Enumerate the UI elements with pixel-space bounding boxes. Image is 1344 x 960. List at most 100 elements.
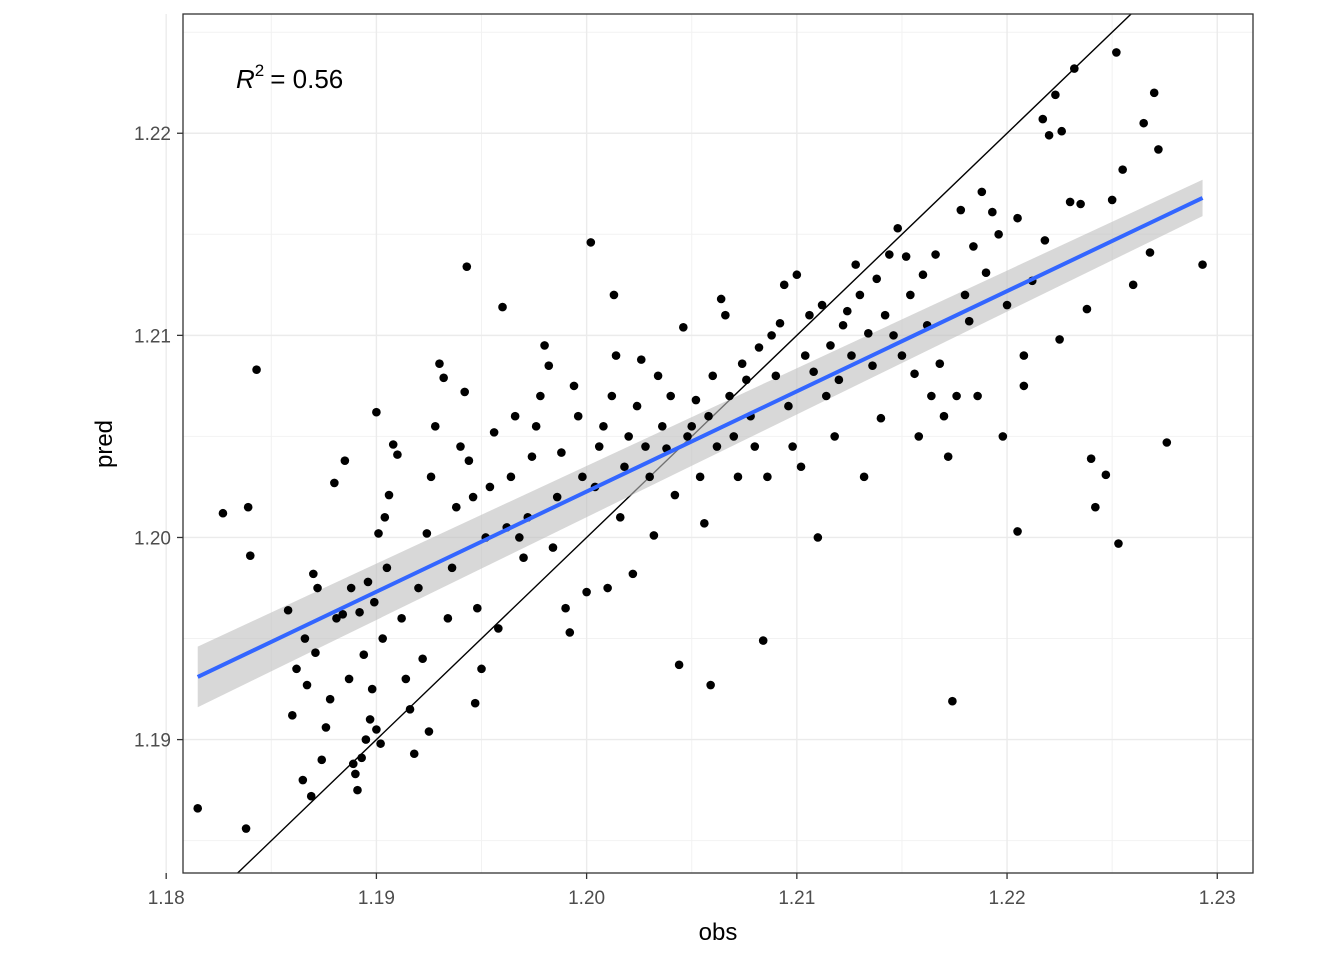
data-point [784, 401, 793, 411]
data-point [365, 715, 375, 724]
data-point [750, 442, 760, 451]
data-point [1076, 199, 1085, 209]
data-point [1118, 165, 1127, 174]
data-point [288, 711, 297, 720]
data-point [754, 343, 764, 352]
data-point [594, 442, 604, 451]
data-point [317, 755, 327, 765]
data-point [470, 698, 480, 708]
data-point [494, 624, 503, 633]
data-point [998, 432, 1008, 441]
data-point [515, 533, 524, 542]
data-point [607, 391, 617, 401]
r-symbol: R [236, 64, 255, 94]
data-point [1101, 470, 1111, 480]
data-point [506, 472, 516, 482]
data-point [332, 614, 341, 623]
data-point [300, 634, 310, 643]
data-point [859, 472, 869, 482]
data-point [519, 553, 528, 562]
r-value: = 0.56 [270, 64, 343, 94]
data-point [611, 351, 621, 360]
data-point [893, 223, 903, 233]
data-point [485, 482, 495, 492]
data-point [462, 262, 472, 271]
data-point [306, 791, 316, 801]
data-point [418, 654, 427, 664]
data-point [670, 490, 680, 500]
data-point [292, 664, 301, 674]
regression-line-path [196, 196, 1204, 679]
y-axis-title: pred [91, 420, 118, 468]
data-point [573, 411, 583, 421]
data-point [897, 351, 907, 360]
data-point [1086, 454, 1096, 463]
data-point [430, 422, 440, 431]
data-point [468, 492, 478, 502]
data-point [813, 533, 823, 542]
confidence-band [197, 179, 1203, 708]
data-point [821, 391, 831, 401]
data-point [969, 242, 978, 251]
data-point [775, 318, 785, 328]
data-point [527, 452, 537, 461]
data-point [489, 428, 499, 437]
data-point [252, 365, 261, 375]
data-point [561, 603, 570, 613]
data-point [380, 512, 390, 522]
data-point [742, 375, 751, 385]
plot-panel-border [182, 13, 1254, 874]
x-axis-ticks: 1.18 1.19 1.20 1.21 1.22 1.23 [148, 873, 1236, 909]
data-point [826, 341, 835, 350]
data-point [855, 290, 865, 300]
data-point [1128, 280, 1138, 290]
data-point [758, 636, 768, 645]
data-point [914, 432, 924, 441]
data-point [510, 411, 520, 421]
data-point [363, 577, 373, 587]
data-point [960, 290, 970, 300]
data-point [340, 456, 350, 465]
data-point [1091, 502, 1100, 512]
x-axis-title: obs [699, 919, 738, 946]
data-point [531, 422, 541, 431]
data-point [868, 361, 877, 370]
data-point [657, 422, 667, 431]
data-point [939, 411, 949, 421]
data-point [834, 375, 844, 385]
data-point [927, 391, 936, 401]
data-point [477, 664, 486, 674]
data-point [313, 583, 322, 593]
data-point [586, 238, 596, 247]
data-point [405, 704, 415, 714]
data-point [603, 583, 612, 593]
data-point [1040, 236, 1050, 245]
confidence-band-area [197, 179, 1203, 708]
data-point [763, 472, 772, 482]
data-point [414, 583, 423, 593]
data-point [725, 391, 734, 401]
data-point [956, 205, 966, 215]
data-point [1198, 260, 1207, 269]
data-points [193, 48, 1207, 833]
data-point [847, 351, 856, 360]
data-point [540, 341, 549, 350]
data-point [737, 359, 747, 368]
data-point [397, 614, 406, 623]
data-point [1112, 48, 1121, 57]
data-point [842, 306, 852, 316]
data-point [733, 472, 743, 482]
r-squared-annotation: R2 = 0.56 [236, 61, 343, 94]
data-point [582, 587, 591, 597]
data-point [1055, 335, 1064, 344]
data-point [830, 432, 839, 441]
data-point [695, 472, 705, 482]
data-point [805, 310, 814, 320]
x-tick-label: 1.22 [989, 888, 1026, 909]
data-point [302, 680, 312, 690]
data-point [599, 422, 608, 431]
data-point [649, 531, 659, 540]
data-point [1107, 195, 1117, 205]
data-point [973, 391, 982, 401]
data-point [1162, 438, 1172, 447]
